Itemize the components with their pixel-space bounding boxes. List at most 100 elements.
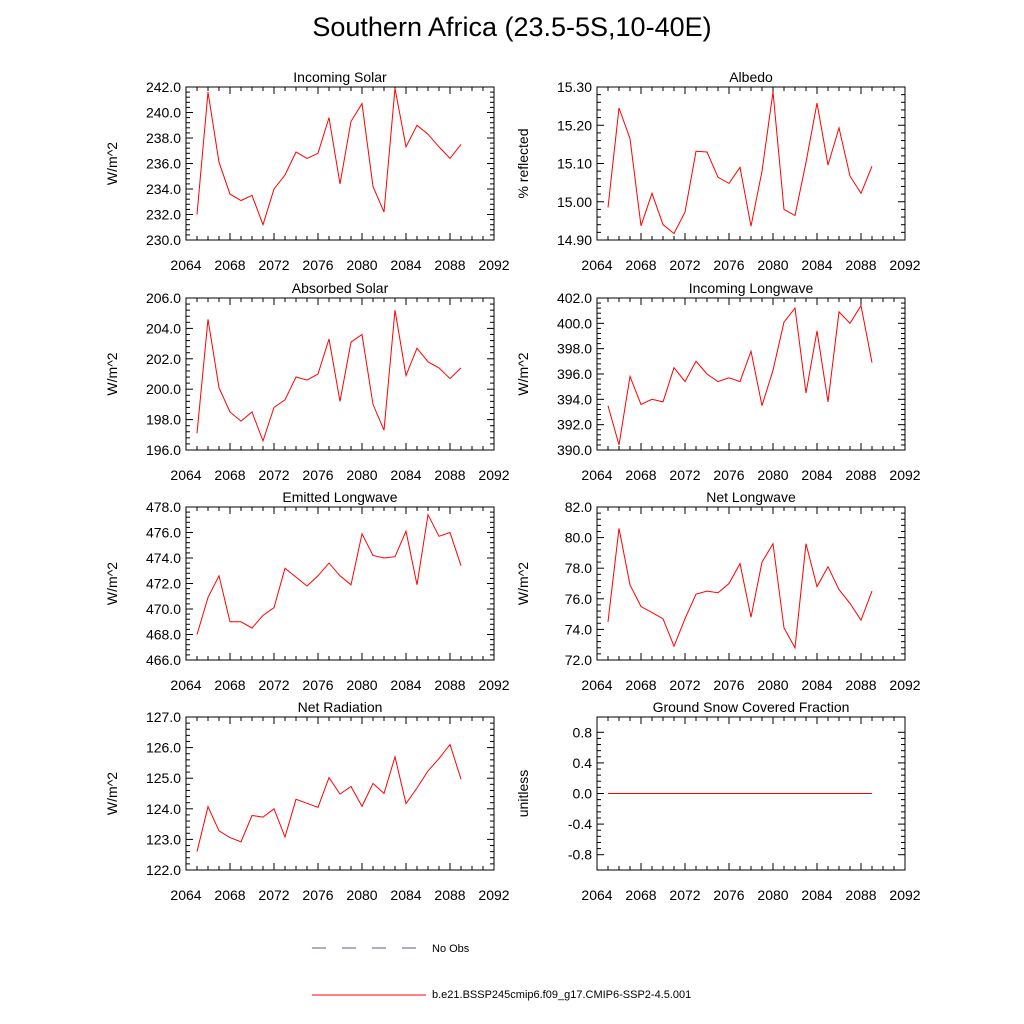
x-tick-label: 2072 [258, 887, 289, 903]
y-tick-label: 476.0 [146, 525, 181, 541]
y-tick-label: 234.0 [146, 181, 181, 197]
chart-panel-5: Emitted Longwave W/m^2 466.0 468.0 470.0 472.… [104, 489, 510, 693]
series-line-1 [196, 743, 462, 852]
series-line-1 [607, 528, 873, 650]
y-tick-label: 392.0 [557, 417, 592, 433]
x-tick-label: 2088 [434, 887, 465, 903]
x-tick-label: 2072 [669, 677, 700, 693]
x-tick-label: 2092 [889, 257, 920, 273]
y-tick-label: 122.0 [146, 862, 181, 878]
x-tick-label: 2088 [434, 257, 465, 273]
x-tick-label: 2064 [581, 257, 612, 273]
panel-title: Incoming Solar [293, 69, 387, 85]
plot-frame [596, 297, 906, 451]
x-tick-label: 2088 [434, 467, 465, 483]
y-tick-label: 390.0 [557, 442, 592, 458]
x-tick-label: 2076 [302, 887, 333, 903]
x-tick-label: 2080 [757, 257, 788, 273]
panel-title: Net Radiation [298, 699, 383, 715]
x-tick-label: 2084 [801, 677, 832, 693]
y-tick-label: 0.0 [573, 786, 593, 802]
y-tick-label: 466.0 [146, 652, 181, 668]
x-tick-label: 2088 [845, 257, 876, 273]
panel-title: Incoming Longwave [689, 280, 814, 296]
plot-frame [185, 86, 495, 241]
figure-title: Southern Africa (23.5-5S,10-40E) [312, 12, 712, 42]
x-tick-label: 2064 [170, 257, 201, 273]
x-tick-label: 2068 [625, 257, 656, 273]
y-axis-label: unitless [515, 770, 531, 817]
x-tick-label: 2080 [346, 677, 377, 693]
x-tick-label: 2068 [214, 677, 245, 693]
x-tick-label: 2072 [669, 257, 700, 273]
y-tick-label: 15.10 [557, 156, 592, 172]
y-tick-label: 236.0 [146, 156, 181, 172]
y-tick-label: 204.0 [146, 320, 181, 336]
panel-title: Net Longwave [706, 489, 796, 505]
chart-panel-4: Incoming Longwave W/m^2 390.0 392.0 394.0 396… [515, 280, 921, 483]
chart-panel-7: Net Radiation W/m^2 122.0 123.0 124.0 125.0 12… [104, 699, 510, 903]
y-tick-label: 0.4 [573, 755, 593, 771]
x-tick-label: 2064 [170, 677, 201, 693]
x-tick-label: 2084 [801, 467, 832, 483]
y-tick-label: 126.0 [146, 740, 181, 756]
panel-title: Ground Snow Covered Fraction [653, 699, 850, 715]
x-tick-label: 2092 [889, 677, 920, 693]
y-tick-label: 400.0 [557, 315, 592, 331]
y-tick-label: 125.0 [146, 770, 181, 786]
x-tick-label: 2072 [258, 257, 289, 273]
y-tick-label: 15.00 [557, 194, 592, 210]
y-axis-label: W/m^2 [104, 562, 120, 605]
y-tick-label: 240.0 [146, 105, 181, 121]
x-tick-label: 2080 [346, 467, 377, 483]
x-tick-label: 2068 [214, 257, 245, 273]
y-tick-label: 474.0 [146, 550, 181, 566]
y-axis-label: W/m^2 [104, 772, 120, 815]
y-tick-label: 196.0 [146, 442, 181, 458]
x-tick-label: 2080 [757, 887, 788, 903]
x-tick-label: 2072 [258, 677, 289, 693]
chart-panel-6: Net Longwave W/m^2 72.0 74.0 76.0 78.0 80.0 82.… [515, 489, 921, 693]
x-tick-label: 2080 [346, 257, 377, 273]
y-axis-label: W/m^2 [515, 352, 531, 395]
x-tick-label: 2084 [390, 467, 421, 483]
x-tick-label: 2084 [801, 887, 832, 903]
x-tick-label: 2072 [258, 467, 289, 483]
y-tick-label: 238.0 [146, 130, 181, 146]
y-tick-label: 478.0 [146, 499, 181, 515]
chart-panel-3: Absorbed Solar W/m^2 196.0 198.0 200.0 202.0 2… [104, 280, 510, 483]
y-tick-label: 472.0 [146, 576, 181, 592]
x-tick-label: 2076 [713, 257, 744, 273]
x-tick-label: 2092 [478, 887, 509, 903]
y-tick-label: 468.0 [146, 627, 181, 643]
x-tick-label: 2064 [170, 467, 201, 483]
x-tick-label: 2088 [845, 467, 876, 483]
legend-obs-label: No Obs [432, 943, 470, 955]
y-tick-label: 206.0 [146, 290, 181, 306]
series-line-1 [607, 304, 873, 446]
x-tick-label: 2088 [845, 677, 876, 693]
x-tick-label: 2092 [889, 467, 920, 483]
y-tick-label: 127.0 [146, 709, 181, 725]
y-tick-label: -0.8 [568, 847, 592, 863]
y-tick-label: 470.0 [146, 601, 181, 617]
x-tick-label: 2068 [214, 887, 245, 903]
y-tick-label: 0.8 [573, 724, 593, 740]
x-tick-label: 2076 [302, 677, 333, 693]
series-line-1 [196, 310, 462, 443]
x-tick-label: 2072 [669, 467, 700, 483]
y-tick-label: 72.0 [565, 652, 592, 668]
plot-frame [596, 506, 906, 661]
chart-panel-2: Albedo % reflected 14.90 15.00 15.10 15.20 15.… [515, 69, 921, 273]
y-tick-label: 15.20 [557, 117, 592, 133]
x-tick-label: 2080 [757, 677, 788, 693]
y-tick-label: 82.0 [565, 499, 592, 515]
y-tick-label: 398.0 [557, 341, 592, 357]
plot-frame [185, 297, 495, 451]
plot-frame [596, 86, 906, 241]
y-axis-label: W/m^2 [515, 562, 531, 605]
x-tick-label: 2084 [390, 257, 421, 273]
x-tick-label: 2076 [713, 677, 744, 693]
x-tick-label: 2088 [434, 677, 465, 693]
